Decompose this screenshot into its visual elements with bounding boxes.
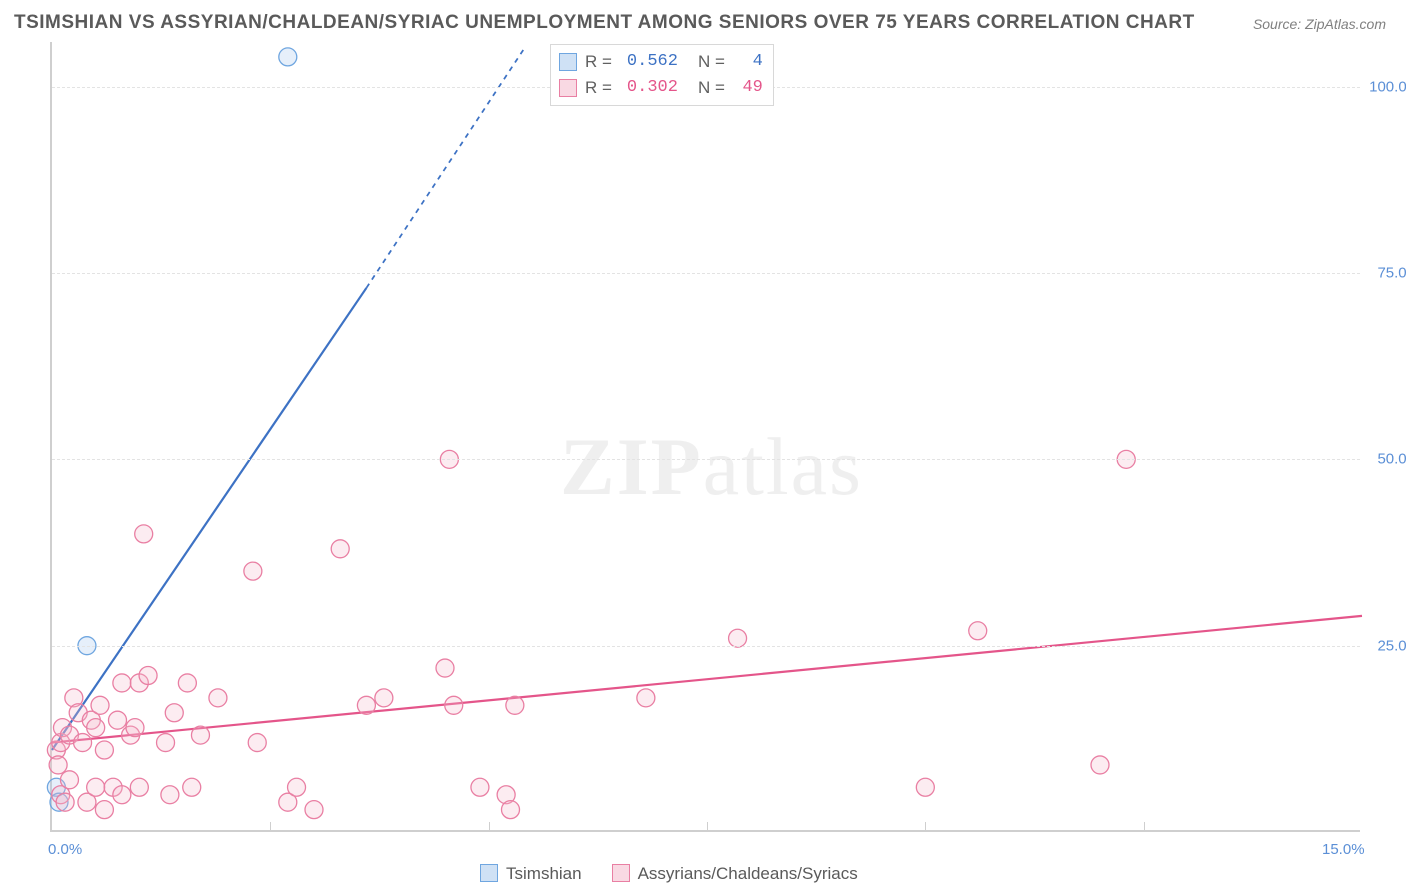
data-point (471, 778, 489, 796)
legend-row: R = 0.562 N = 4 (559, 49, 763, 75)
data-point (113, 786, 131, 804)
data-point (1091, 756, 1109, 774)
legend-r-label: R = (585, 49, 612, 75)
data-point (56, 793, 74, 811)
legend-item: Assyrians/Chaldeans/Syriacs (612, 864, 858, 884)
data-point (357, 696, 375, 714)
data-point (60, 771, 78, 789)
data-point (91, 696, 109, 714)
data-point (502, 801, 520, 819)
data-point (969, 622, 987, 640)
data-point (130, 778, 148, 796)
legend-n-value: 49 (733, 75, 763, 101)
legend-swatch (480, 864, 498, 882)
data-point (109, 711, 127, 729)
legend-swatch (559, 79, 577, 97)
data-point (165, 704, 183, 722)
legend-r-value: 0.562 (620, 49, 678, 75)
data-point (375, 689, 393, 707)
data-point (126, 719, 144, 737)
legend-n-value: 4 (733, 49, 763, 75)
trend-line (52, 288, 366, 750)
source-credit: Source: ZipAtlas.com (1253, 16, 1386, 32)
data-point (436, 659, 454, 677)
legend-r-label: R = (585, 75, 612, 101)
grid-line (52, 459, 1360, 460)
x-tick-label: 15.0% (1322, 841, 1365, 858)
legend-r-value: 0.302 (620, 75, 678, 101)
data-point (305, 801, 323, 819)
data-point (244, 562, 262, 580)
data-point (161, 786, 179, 804)
data-point (279, 48, 297, 66)
grid-line (52, 273, 1360, 274)
legend-n-label: N = (698, 49, 725, 75)
chart-title: TSIMSHIAN VS ASSYRIAN/CHALDEAN/SYRIAC UN… (14, 12, 1195, 34)
series-legend: Tsimshian Assyrians/Chaldeans/Syriacs (480, 864, 858, 884)
y-tick-label: 25.0% (1365, 637, 1406, 654)
data-point (139, 666, 157, 684)
data-point (87, 719, 105, 737)
x-tick-label: 0.0% (48, 841, 82, 858)
data-point (95, 741, 113, 759)
trend-line-extrapolated (366, 49, 523, 287)
data-point (331, 540, 349, 558)
y-tick-label: 100.0% (1365, 78, 1406, 95)
legend-row: R = 0.302 N = 49 (559, 75, 763, 101)
legend-label: Tsimshian (506, 864, 582, 883)
data-point (248, 734, 266, 752)
data-point (49, 756, 67, 774)
data-point (445, 696, 463, 714)
data-point (209, 689, 227, 707)
data-point (916, 778, 934, 796)
legend-swatch (559, 53, 577, 71)
data-point (87, 778, 105, 796)
data-point (506, 696, 524, 714)
data-point (74, 734, 92, 752)
y-tick-label: 50.0% (1365, 451, 1406, 468)
correlation-legend: R = 0.562 N = 4 R = 0.302 N = 49 (550, 44, 774, 106)
data-point (135, 525, 153, 543)
legend-swatch (612, 864, 630, 882)
data-point (729, 629, 747, 647)
y-tick-label: 75.0% (1365, 265, 1406, 282)
plot-area: 25.0%50.0%75.0%100.0%0.0%15.0% (50, 42, 1360, 832)
data-point (637, 689, 655, 707)
data-point (113, 674, 131, 692)
data-point (95, 801, 113, 819)
data-point (191, 726, 209, 744)
legend-n-label: N = (698, 75, 725, 101)
grid-line (52, 646, 1360, 647)
data-point (183, 778, 201, 796)
data-point (178, 674, 196, 692)
legend-item: Tsimshian (480, 864, 582, 884)
data-point (157, 734, 175, 752)
trend-line (52, 616, 1362, 743)
chart-svg (52, 42, 1360, 830)
data-point (288, 778, 306, 796)
legend-label: Assyrians/Chaldeans/Syriacs (638, 864, 858, 883)
